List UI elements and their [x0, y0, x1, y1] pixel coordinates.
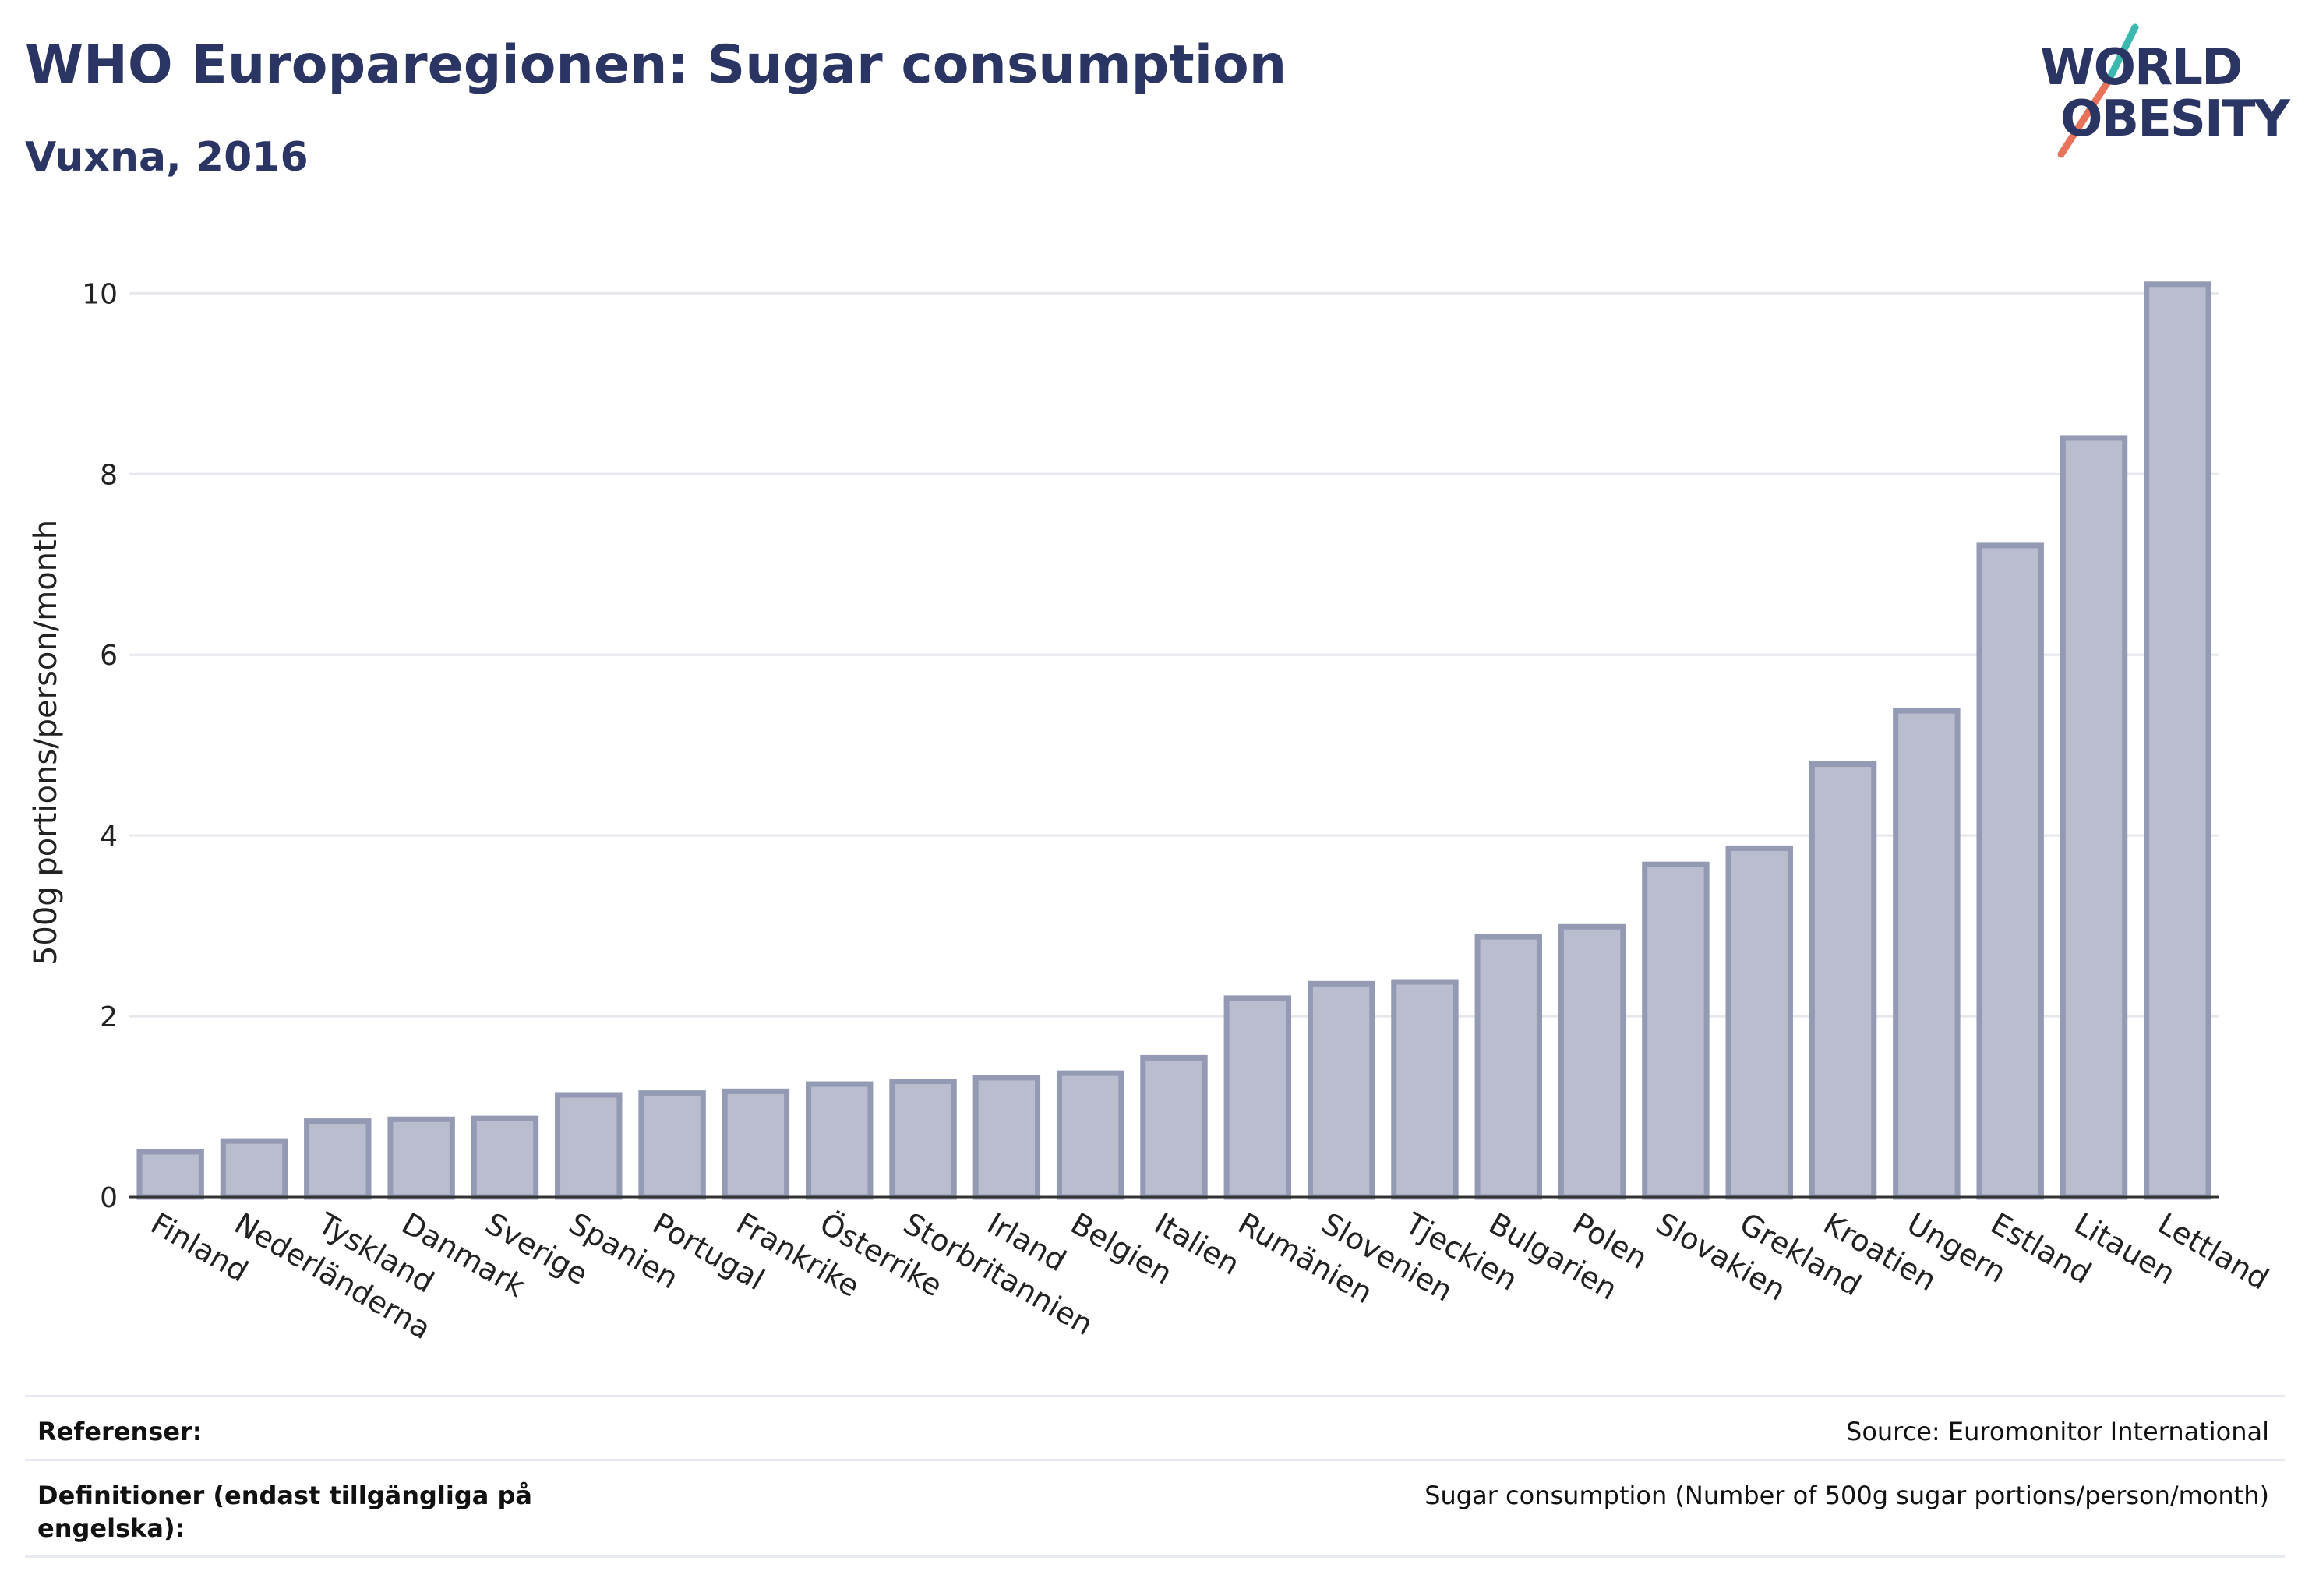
y-tick-label: 4	[100, 821, 118, 853]
bar	[1893, 708, 1961, 1200]
bar	[1642, 861, 1710, 1200]
bar	[2144, 281, 2211, 1200]
bar	[1558, 923, 1626, 1200]
references-value: Source: Euromonitor International	[1846, 1417, 2269, 1446]
references-label: Referenser:	[37, 1417, 203, 1446]
logo-line-1: WORLD	[2040, 39, 2243, 97]
bar	[722, 1088, 790, 1200]
y-axis-label: 500g portions/person/month	[28, 520, 64, 966]
bar	[1474, 934, 1542, 1200]
bar	[471, 1115, 539, 1200]
bar	[1391, 979, 1459, 1200]
y-tick-label: 8	[100, 459, 118, 491]
y-tick-label: 6	[100, 640, 118, 672]
definitions-value: Sugar consumption (Number of 500g sugar …	[1424, 1481, 2269, 1510]
page-subtitle: Vuxna, 2016	[25, 134, 309, 181]
y-tick-label: 2	[100, 1001, 118, 1033]
bar	[220, 1138, 288, 1200]
bar	[1725, 845, 1793, 1200]
bar	[304, 1118, 372, 1200]
bar	[972, 1075, 1041, 1200]
logo-line-2: OBESITY	[2060, 90, 2290, 148]
footer-divider-middle	[25, 1459, 2285, 1461]
bar	[387, 1116, 455, 1200]
page-title: WHO Europaregionen: Sugar consumption	[25, 34, 1287, 96]
x-tick-label: Lettland	[2152, 1206, 2275, 1297]
logo-slash-icon	[2057, 23, 2139, 158]
bar	[638, 1090, 706, 1200]
bar	[2060, 435, 2128, 1200]
x-tick-label: Finland	[145, 1206, 254, 1289]
bar	[806, 1081, 874, 1200]
bar	[1056, 1070, 1124, 1200]
bar	[889, 1079, 957, 1200]
bar-chart: 0 2 4 6 8 10 500g portions/person/month Finland…	[28, 278, 2275, 1346]
y-tick-label: 10	[82, 278, 118, 310]
footer-divider-bottom	[25, 1555, 2285, 1558]
definitions-label: Definitioner (endast tillgängliga på eng…	[37, 1481, 532, 1543]
bar	[1976, 542, 2044, 1200]
bar	[555, 1092, 623, 1200]
bar	[1223, 995, 1292, 1200]
bar	[136, 1149, 204, 1200]
bar	[1307, 980, 1375, 1200]
world-obesity-logo: WORLD OBESITY	[2034, 23, 2291, 164]
bar	[1140, 1054, 1208, 1200]
footer-divider-top	[25, 1395, 2285, 1397]
bar	[1809, 761, 1877, 1200]
y-tick-label: 0	[100, 1182, 118, 1214]
